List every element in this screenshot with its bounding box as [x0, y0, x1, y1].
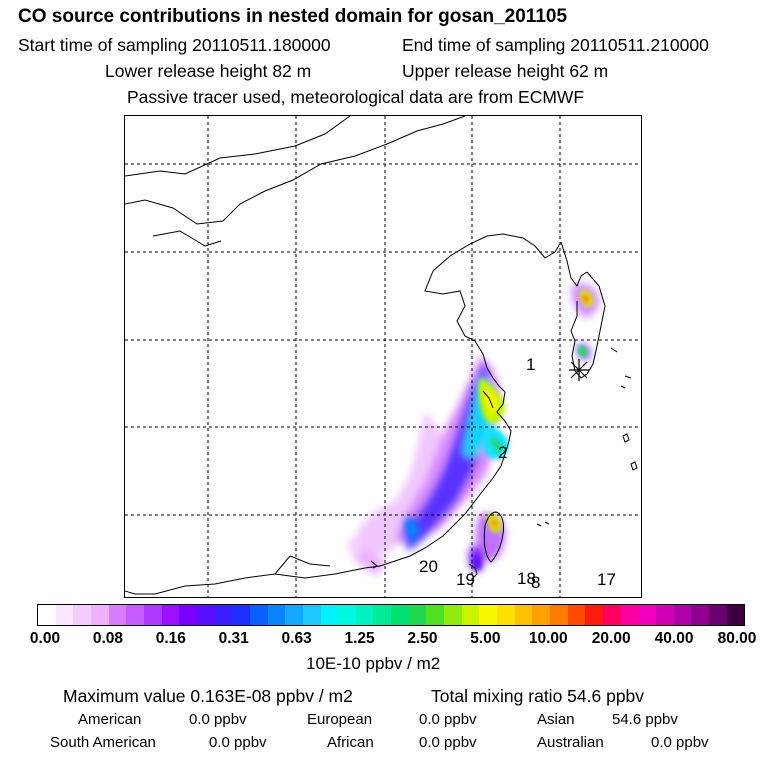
colorbar-swatch — [514, 605, 533, 625]
colorbar-swatch — [373, 605, 392, 625]
region-label-18: 18 — [517, 569, 536, 588]
colorbar-swatch — [638, 605, 656, 625]
colorbar-swatch — [550, 605, 568, 625]
european-value: 0.0 ppbv — [419, 711, 477, 728]
colorbar-tick-label: 2.50 — [407, 630, 438, 647]
african-label: African — [327, 734, 374, 751]
colorbar-swatch — [691, 605, 709, 625]
colorbar-swatch — [567, 605, 586, 625]
plot-title: CO source contributions in nested domain… — [18, 6, 568, 27]
region-label-8: 8 — [531, 573, 540, 592]
colorbar-swatch — [603, 605, 621, 625]
colorbar-tick-label: 0.31 — [218, 630, 249, 647]
colorbar-swatch — [338, 605, 356, 625]
colorbar-swatch — [161, 605, 180, 625]
colorbar-swatch — [444, 605, 462, 625]
region-label-2: 2 — [498, 443, 507, 462]
colorbar-tick-label: 10.00 — [528, 630, 568, 647]
colorbar-tick-label: 1.25 — [344, 630, 375, 647]
colorbar-unit: 10E-10 ppbv / m2 — [306, 654, 441, 673]
colorbar-swatch — [38, 605, 56, 625]
maximum-value: Maximum value 0.163E-08 ppbv / m2 — [63, 686, 353, 706]
colorbar-swatch — [55, 605, 74, 625]
colorbar-tick-label: 20.00 — [591, 630, 631, 647]
colorbar-swatch — [302, 605, 321, 625]
colorbar-swatch — [655, 605, 674, 625]
american-label: American — [78, 711, 142, 728]
colorbar-swatch — [408, 605, 427, 625]
colorbar-tick-label: 40.00 — [654, 630, 694, 647]
colorbar-swatch — [391, 605, 409, 625]
colorbar-swatch — [249, 605, 268, 625]
map-panel: 1 2 20 19 18 8 17 — [124, 115, 642, 598]
colorbar-swatch — [673, 605, 692, 625]
colorbar-swatch — [73, 605, 91, 625]
colorbar-swatch — [90, 605, 109, 625]
grid-lines — [125, 116, 641, 597]
region-label-1: 1 — [526, 355, 535, 374]
plume-hotspots — [406, 290, 594, 571]
australian-label: Australian — [537, 734, 604, 751]
total-mixing-ratio: Total mixing ratio 54.6 ppbv — [431, 686, 645, 706]
end-time: End time of sampling 20110511.210000 — [402, 35, 709, 55]
colorbar-swatch — [620, 605, 639, 625]
colorbar-swatch — [355, 605, 374, 625]
colorbar-swatch — [497, 605, 515, 625]
australian-value: 0.0 ppbv — [651, 734, 709, 751]
asian-value: 54.6 ppbv — [612, 711, 678, 728]
colorbar-swatch — [285, 605, 303, 625]
colorbar-swatch — [108, 605, 127, 625]
lower-release-height: Lower release height 82 m — [105, 61, 312, 81]
region-label-19: 19 — [456, 570, 475, 589]
asian-label: Asian — [537, 711, 575, 728]
colorbar-tick-label: 80.00 — [717, 630, 757, 647]
colorbar-swatch — [126, 605, 144, 625]
colorbar-swatch — [479, 605, 498, 625]
region-label-20: 20 — [419, 557, 438, 576]
colorbar-tick-label: 0.63 — [281, 630, 312, 647]
colorbar-tick-label: 5.00 — [470, 630, 501, 647]
european-label: European — [307, 711, 373, 728]
asterisk-icon — [569, 359, 589, 381]
map-canvas: 1 2 20 19 18 8 17 — [125, 116, 641, 597]
colorbar-swatch — [461, 605, 480, 625]
tracer-note: Passive tracer used, meteorological data… — [127, 87, 585, 107]
south-american-label: South American — [50, 734, 156, 751]
start-time: Start time of sampling 20110511.180000 — [18, 35, 331, 55]
colorbar-swatch — [267, 605, 286, 625]
american-value: 0.0 ppbv — [189, 711, 247, 728]
colorbar-swatch — [726, 605, 745, 625]
colorbar-swatch — [708, 605, 727, 625]
south-american-value: 0.0 ppbv — [209, 734, 267, 751]
colorbar-swatch — [585, 605, 603, 625]
region-label-17: 17 — [597, 570, 616, 589]
colorbar-swatch — [426, 605, 445, 625]
colorbar-swatch — [532, 605, 551, 625]
upper-release-height: Upper release height 62 m — [402, 61, 609, 81]
colorbar-swatch — [196, 605, 215, 625]
colorbar-tick-label: 0.00 — [29, 630, 61, 647]
african-value: 0.0 ppbv — [419, 734, 477, 751]
colorbar-swatch — [214, 605, 233, 625]
colorbar-swatch — [232, 605, 250, 625]
colorbar-tick-label: 0.16 — [155, 630, 186, 647]
colorbar — [37, 604, 745, 626]
colorbar-swatch — [320, 605, 339, 625]
colorbar-swatch — [179, 605, 197, 625]
colorbar-swatch — [143, 605, 162, 625]
colorbar-tick-label: 0.08 — [92, 630, 123, 647]
